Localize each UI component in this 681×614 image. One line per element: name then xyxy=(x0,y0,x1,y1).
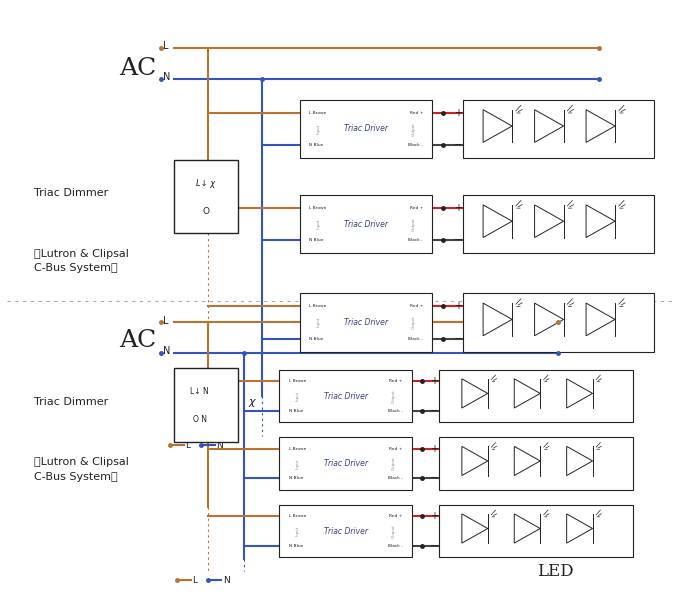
Text: N: N xyxy=(163,72,171,82)
Text: L Brown: L Brown xyxy=(289,447,306,451)
Text: Red +: Red + xyxy=(390,515,402,518)
Text: Red +: Red + xyxy=(390,447,402,451)
Text: Triac Driver: Triac Driver xyxy=(344,220,388,228)
Text: AC: AC xyxy=(119,57,157,80)
Bar xyxy=(279,370,412,422)
Text: Triac Dimmer: Triac Dimmer xyxy=(34,188,108,198)
Text: Red +: Red + xyxy=(390,379,402,383)
Text: Triac Driver: Triac Driver xyxy=(344,318,388,327)
Text: Triac Driver: Triac Driver xyxy=(323,392,368,400)
Bar xyxy=(439,370,633,422)
Bar xyxy=(463,195,654,253)
Text: Output: Output xyxy=(392,457,396,470)
Text: −: − xyxy=(454,140,462,150)
Bar xyxy=(463,99,654,158)
Text: LED: LED xyxy=(537,562,573,580)
Text: Input: Input xyxy=(316,219,320,229)
Text: O N: O N xyxy=(193,416,206,424)
Text: −: − xyxy=(430,473,438,483)
Bar xyxy=(300,99,432,158)
Text: −: − xyxy=(454,333,462,344)
Text: Output: Output xyxy=(392,389,396,403)
Text: −: − xyxy=(430,541,438,551)
Text: +: + xyxy=(430,376,438,386)
Text: N Blue: N Blue xyxy=(309,336,323,341)
Text: Triac Driver: Triac Driver xyxy=(323,527,368,535)
Text: +: + xyxy=(454,301,462,311)
Text: L Brown: L Brown xyxy=(289,379,306,383)
Text: Black -: Black - xyxy=(409,336,423,341)
Text: L: L xyxy=(163,41,169,51)
Text: +: + xyxy=(454,107,462,118)
Text: （Lutron & Clipsal
C-Bus System）: （Lutron & Clipsal C-Bus System） xyxy=(34,249,129,273)
Text: Triac Dimmer: Triac Dimmer xyxy=(34,397,108,407)
Text: N Blue: N Blue xyxy=(289,409,303,413)
Text: Output: Output xyxy=(412,122,416,136)
Text: Output: Output xyxy=(392,524,396,538)
Text: L Brown: L Brown xyxy=(309,111,326,115)
Text: L Brown: L Brown xyxy=(309,206,326,210)
Text: +: + xyxy=(430,444,438,454)
Text: Output: Output xyxy=(412,316,416,329)
Text: Triac Driver: Triac Driver xyxy=(344,125,388,133)
Text: +: + xyxy=(454,203,462,213)
Text: Black -: Black - xyxy=(388,476,402,480)
Text: +: + xyxy=(430,511,438,521)
Bar xyxy=(174,160,238,233)
Text: Input: Input xyxy=(296,391,300,401)
Bar xyxy=(439,505,633,558)
Bar xyxy=(300,293,432,351)
Text: L Brown: L Brown xyxy=(309,304,326,308)
Text: Black -: Black - xyxy=(409,143,423,147)
Text: （Lutron & Clipsal
C-Bus System）: （Lutron & Clipsal C-Bus System） xyxy=(34,457,129,482)
Text: Input: Input xyxy=(296,526,300,536)
Text: Input: Input xyxy=(316,124,320,134)
Text: Black -: Black - xyxy=(388,544,402,548)
Text: Black -: Black - xyxy=(388,409,402,413)
Text: Red +: Red + xyxy=(410,304,423,308)
Text: Input: Input xyxy=(296,459,300,468)
Text: L↓ χ: L↓ χ xyxy=(196,179,216,188)
Text: Triac Driver: Triac Driver xyxy=(323,459,368,468)
Text: Output: Output xyxy=(412,217,416,231)
Text: N Blue: N Blue xyxy=(289,544,303,548)
Text: O: O xyxy=(202,207,210,216)
Text: L↓ N: L↓ N xyxy=(190,387,209,397)
Text: χ: χ xyxy=(248,397,255,406)
Text: N: N xyxy=(216,441,223,449)
Text: N: N xyxy=(223,576,229,585)
Text: L: L xyxy=(192,576,197,585)
Text: N Blue: N Blue xyxy=(309,143,323,147)
Text: L: L xyxy=(163,316,169,325)
Text: L: L xyxy=(185,441,190,449)
Text: N Blue: N Blue xyxy=(309,238,323,243)
Bar xyxy=(463,293,654,351)
Text: Red +: Red + xyxy=(410,206,423,210)
Text: −: − xyxy=(430,406,438,416)
Text: Red +: Red + xyxy=(410,111,423,115)
Text: N: N xyxy=(163,346,171,356)
Text: Black -: Black - xyxy=(409,238,423,243)
Text: −: − xyxy=(454,235,462,246)
Bar xyxy=(279,505,412,558)
Bar xyxy=(300,195,432,253)
Bar xyxy=(439,437,633,490)
Text: L Brown: L Brown xyxy=(289,515,306,518)
Text: Input: Input xyxy=(316,317,320,327)
Text: AC: AC xyxy=(119,329,157,352)
Text: LED: LED xyxy=(564,372,601,389)
Bar xyxy=(279,437,412,490)
Text: N Blue: N Blue xyxy=(289,476,303,480)
Bar xyxy=(174,368,238,442)
